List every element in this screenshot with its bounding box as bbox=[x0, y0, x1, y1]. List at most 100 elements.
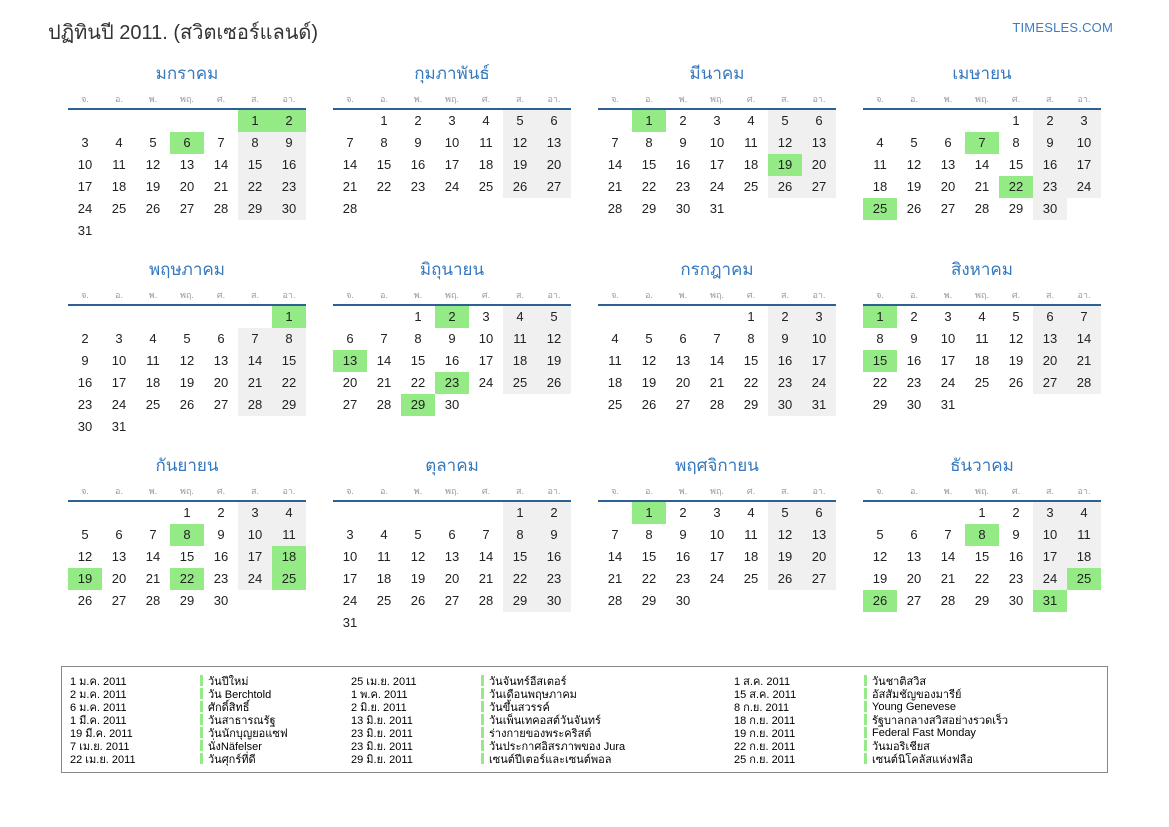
day-cell: 3 bbox=[346, 527, 354, 542]
day-cell: 27 bbox=[342, 397, 358, 412]
legend-date: 23 มิ.ย. 2011 bbox=[351, 740, 413, 753]
day-cell: 12 bbox=[641, 353, 657, 368]
day-cell: 8 bbox=[747, 331, 755, 346]
day-cell: 6 bbox=[170, 132, 204, 154]
day-cell: 21 bbox=[940, 571, 956, 586]
legend-label-text: วันชาติสวิส bbox=[872, 675, 927, 688]
day-cell: 14 bbox=[376, 353, 392, 368]
day-cell: 21 bbox=[238, 372, 272, 394]
holiday-marker-icon bbox=[200, 727, 203, 738]
month-title: ธันวาคม bbox=[950, 456, 1014, 475]
weekday-header: พ. bbox=[413, 486, 423, 496]
day-cell: 16 bbox=[675, 549, 691, 564]
weekday-header-row: จ. อ. พ. พฤ. ศ. ส. อา. bbox=[863, 484, 1101, 502]
day-cell: 10 bbox=[940, 331, 956, 346]
legend-date: 25 เม.ย. 2011 bbox=[351, 675, 417, 688]
empty-cell bbox=[863, 110, 897, 132]
days-grid: 1 2 3 4 5 6 7 8 9 10 11 12 13 14 15 16 17 18 19 20 21 22 23 24 2… bbox=[598, 110, 836, 220]
days-grid: 1 2 3 4 5 6 7 8 9 10 11 12 13 14 15 16 17 18 19 20 21 22 23 24 2… bbox=[68, 110, 306, 242]
empty-cell bbox=[136, 220, 170, 242]
day-cell: 9 bbox=[217, 527, 225, 542]
day-cell: 14 bbox=[607, 549, 623, 564]
empty-cell bbox=[204, 220, 238, 242]
empty-cell bbox=[102, 220, 136, 242]
day-cell: 29 bbox=[872, 397, 888, 412]
day-cell: 30 bbox=[77, 419, 93, 434]
weekday-header: อ. bbox=[380, 94, 388, 104]
day-cell: 3 bbox=[713, 113, 721, 128]
empty-cell bbox=[102, 306, 136, 328]
month-title: สิงหาคม bbox=[950, 260, 1013, 279]
empty-cell bbox=[598, 502, 632, 524]
day-cell: 18 bbox=[974, 353, 990, 368]
month-title: มกราคม bbox=[155, 64, 219, 83]
legend-label-text: ร่างกายของพระคริสต์ bbox=[489, 727, 592, 740]
days-grid: 1 2 3 4 5 6 7 8 9 10 11 12 13 14 15 16 17 18 19 20 21 22 23 24 2… bbox=[333, 502, 571, 634]
empty-cell bbox=[102, 110, 136, 132]
day-cell: 18 bbox=[272, 546, 306, 568]
weekday-header: พ. bbox=[413, 290, 423, 300]
day-cell: 24 bbox=[1067, 176, 1101, 198]
day-cell: 9 bbox=[1012, 527, 1020, 542]
weekday-header-row: จ. อ. พ. พฤ. ศ. ส. อา. bbox=[598, 484, 836, 502]
day-cell: 16 bbox=[77, 375, 93, 390]
legend-date: 19 ก.ย. 2011 bbox=[734, 727, 796, 740]
day-cell: 27 bbox=[675, 397, 691, 412]
day-cell: 22 bbox=[272, 372, 306, 394]
day-cell: 18 bbox=[478, 157, 494, 172]
weekday-header: พฤ. bbox=[445, 290, 459, 300]
day-cell: 18 bbox=[743, 549, 759, 564]
day-cell: 13 bbox=[537, 132, 571, 154]
day-cell: 6 bbox=[448, 527, 456, 542]
weekday-header: จ. bbox=[611, 290, 619, 300]
day-cell: 5 bbox=[768, 502, 802, 524]
empty-cell bbox=[503, 612, 537, 634]
weekday-header: อ. bbox=[910, 486, 918, 496]
day-cell: 29 bbox=[641, 593, 657, 608]
day-cell: 4 bbox=[876, 135, 884, 150]
day-cell: 24 bbox=[1033, 568, 1067, 590]
empty-cell bbox=[931, 110, 965, 132]
empty-cell bbox=[965, 394, 999, 416]
site-link[interactable]: TIMESLES.COM bbox=[1012, 20, 1113, 35]
day-cell: 23 bbox=[906, 375, 922, 390]
day-cell: 20 bbox=[1033, 350, 1067, 372]
legend-date: 25 ก.ย. 2011 bbox=[734, 753, 796, 766]
day-cell: 12 bbox=[768, 524, 802, 546]
weekday-header: อา. bbox=[282, 290, 296, 300]
legend-label-text: วันขึ้นสวรรค์ bbox=[489, 701, 550, 714]
day-cell: 16 bbox=[537, 546, 571, 568]
day-cell: 5 bbox=[81, 527, 89, 542]
day-cell: 30 bbox=[768, 394, 802, 416]
day-cell: 18 bbox=[111, 179, 127, 194]
empty-cell bbox=[136, 416, 170, 438]
day-cell: 2 bbox=[768, 306, 802, 328]
month-6: มิถุนายน จ. อ. พ. พฤ. ศ. ส. อา. 1 2 3 4 5 6 7 8 9 10 11 12 1… bbox=[333, 258, 571, 454]
day-cell: 16 bbox=[1033, 154, 1067, 176]
day-cell: 18 bbox=[743, 157, 759, 172]
day-cell: 2 bbox=[1012, 505, 1020, 520]
empty-cell bbox=[68, 306, 102, 328]
weekday-header: พ. bbox=[413, 94, 423, 104]
day-cell: 14 bbox=[213, 157, 229, 172]
day-cell: 10 bbox=[444, 135, 460, 150]
day-cell: 16 bbox=[272, 154, 306, 176]
day-cell: 1 bbox=[632, 110, 666, 132]
day-cell: 9 bbox=[679, 527, 687, 542]
day-cell: 2 bbox=[1033, 110, 1067, 132]
empty-cell bbox=[238, 306, 272, 328]
day-cell: 26 bbox=[768, 568, 802, 590]
legend-label-text: วัน Berchtold bbox=[208, 688, 272, 701]
day-cell: 30 bbox=[537, 590, 571, 612]
day-cell: 3 bbox=[115, 331, 123, 346]
empty-cell bbox=[272, 220, 306, 242]
legend-label-text: ศักดิ์สิทธิ์ bbox=[208, 701, 250, 714]
legend-label: รัฐบาลกลางสวิสอย่างรวดเร็ว bbox=[864, 711, 1099, 729]
day-cell: 24 bbox=[77, 201, 93, 216]
day-cell: 6 bbox=[346, 331, 354, 346]
day-cell: 12 bbox=[179, 353, 195, 368]
holiday-marker-icon bbox=[864, 753, 867, 764]
weekday-header: พฤ. bbox=[710, 94, 724, 104]
day-cell: 25 bbox=[1067, 568, 1101, 590]
day-cell: 9 bbox=[768, 328, 802, 350]
